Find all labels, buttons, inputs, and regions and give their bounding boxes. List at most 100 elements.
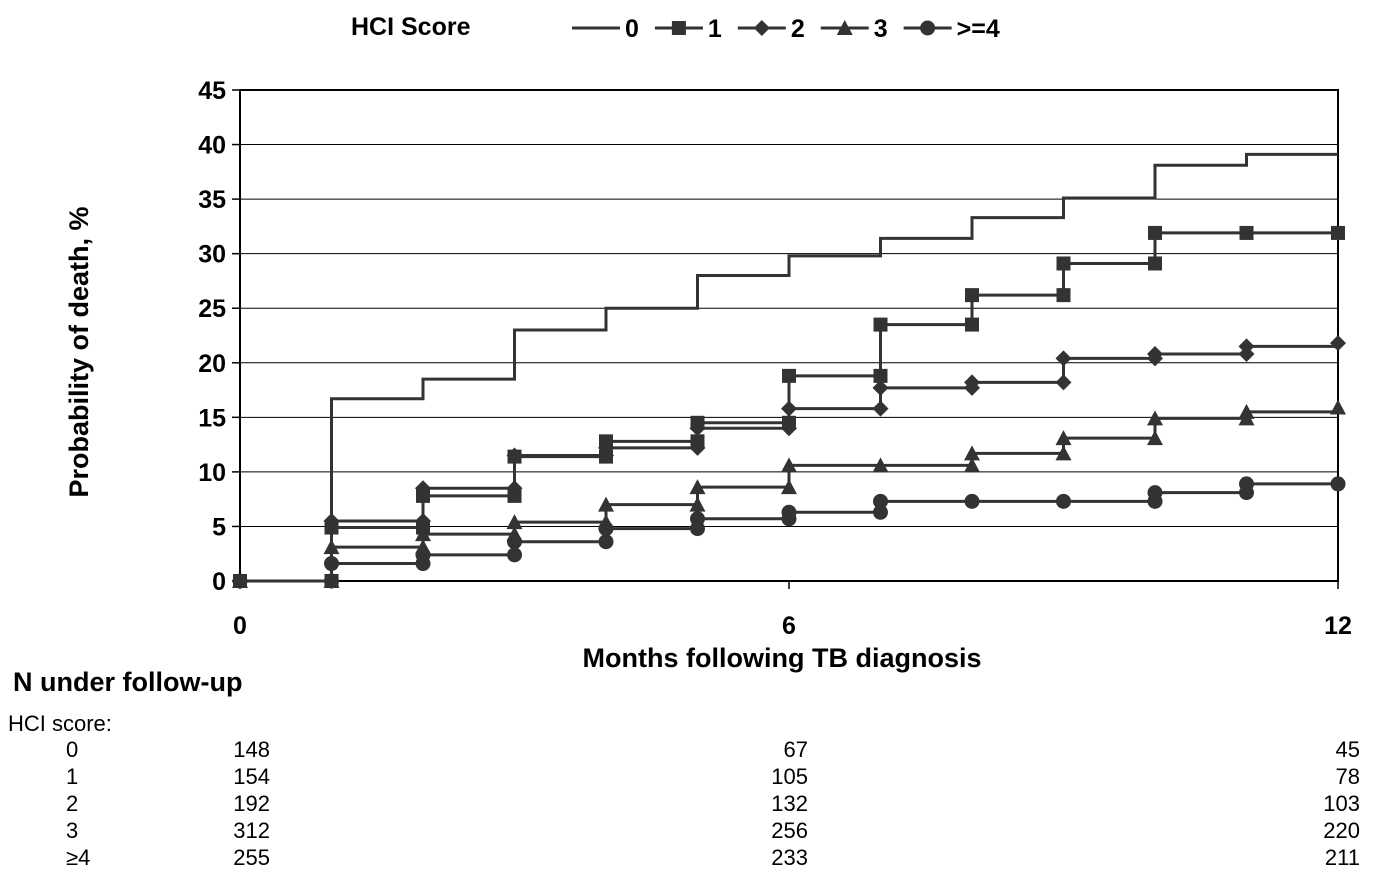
data-point (965, 317, 979, 332)
data-point (415, 526, 431, 542)
data-point (1147, 493, 1163, 509)
data-point (1147, 410, 1163, 426)
y-tick-label: 35 (198, 186, 226, 214)
legend: HCI Score 0 1 2 3 >=4 (351, 13, 1000, 43)
legend-label: 1 (708, 15, 722, 43)
data-point (1055, 374, 1072, 391)
data-point (1330, 335, 1346, 352)
followup-count: 103 (1323, 791, 1360, 816)
data-point (964, 493, 980, 509)
data-point (1055, 445, 1072, 461)
data-point (873, 317, 888, 332)
legend-label: 0 (625, 15, 639, 43)
legend-label: 3 (874, 15, 888, 43)
series-line (240, 152, 1338, 583)
followup-count: 67 (783, 737, 808, 762)
data-point (324, 573, 339, 589)
data-point (690, 521, 705, 537)
data-point (781, 420, 797, 437)
data-point (781, 457, 797, 473)
series-4 (232, 476, 1346, 589)
data-point (964, 445, 980, 461)
data-point (1331, 225, 1345, 240)
data-point (689, 479, 706, 495)
followup-score: ≥4 (66, 845, 91, 870)
data-point (1239, 225, 1254, 240)
data-point (1330, 399, 1346, 415)
data-point (964, 379, 980, 396)
data-point (506, 480, 523, 497)
data-point (964, 457, 980, 473)
legend-marker (671, 21, 686, 35)
followup-count: 211 (1324, 845, 1360, 870)
y-tick-label: 20 (198, 350, 226, 378)
y-tick-label: 10 (198, 459, 226, 487)
followup-count: 78 (1335, 764, 1360, 789)
data-point (1239, 485, 1254, 501)
data-point (1056, 288, 1071, 303)
legend-marker (920, 20, 936, 36)
data-point (1056, 493, 1071, 509)
data-point (323, 539, 340, 555)
data-point (1147, 350, 1163, 367)
data-point (1055, 350, 1072, 367)
data-point (1147, 430, 1163, 446)
x-axis-ticks: 0 6 12 (233, 581, 1352, 640)
followup-count: 132 (771, 791, 808, 816)
followup-count: 220 (1323, 818, 1360, 843)
followup-count: 148 (233, 737, 270, 762)
followup-score: 2 (66, 791, 79, 816)
x-tick-label: 12 (1324, 612, 1352, 640)
series-0 (240, 152, 1338, 583)
y-tick-label: 0 (212, 568, 226, 596)
data-point (598, 534, 614, 550)
data-point (323, 512, 340, 529)
data-point (873, 504, 888, 520)
followup-count: 192 (233, 791, 270, 816)
data-point (781, 400, 797, 417)
data-point (873, 368, 888, 383)
data-point (965, 288, 979, 303)
followup-count: 312 (233, 818, 270, 843)
y-tick-label: 5 (212, 513, 226, 541)
y-tick-label: 15 (198, 404, 226, 432)
data-point (872, 457, 889, 473)
followup-count: 45 (1335, 737, 1360, 762)
followup-count: 105 (771, 764, 808, 789)
legend-label: 2 (791, 15, 805, 43)
data-point (1056, 256, 1071, 271)
data-point (781, 479, 797, 495)
followup-title: N under follow-up (13, 667, 243, 697)
followup-score: 3 (66, 818, 79, 843)
data-point (689, 439, 706, 456)
legend-label: >=4 (957, 15, 1000, 43)
data-point (1330, 476, 1346, 492)
series (232, 152, 1346, 589)
y-axis-label: Probability of death, % (64, 206, 94, 497)
y-tick-label: 25 (198, 295, 226, 323)
data-point (1148, 256, 1162, 271)
data-point (873, 493, 888, 509)
data-point (1055, 430, 1072, 446)
followup-count: 255 (233, 845, 270, 870)
y-tick-label: 30 (198, 241, 226, 269)
legend-marker (753, 20, 770, 36)
followup-count: 233 (771, 845, 808, 870)
data-point (506, 514, 523, 530)
data-point (1238, 346, 1255, 363)
legend-marker (836, 20, 853, 35)
y-axis-ticks: 0 5 10 15 20 25 30 35 40 45 (198, 77, 240, 596)
data-point (507, 547, 522, 563)
data-point (598, 521, 614, 537)
x-axis-label: Months following TB diagnosis (583, 643, 982, 673)
data-point (689, 420, 706, 437)
data-point (324, 556, 339, 572)
data-point (415, 512, 431, 529)
data-point (415, 480, 431, 497)
data-point (507, 534, 522, 550)
followup-count: 154 (233, 764, 270, 789)
data-point (689, 496, 706, 512)
y-tick-label: 40 (198, 132, 226, 160)
data-point (506, 447, 523, 464)
followup-count: 256 (771, 818, 808, 843)
